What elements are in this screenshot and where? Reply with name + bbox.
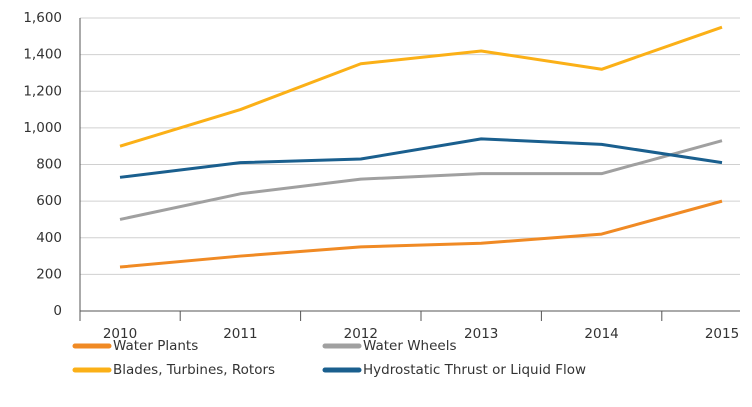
y-tick-label: 200: [36, 266, 62, 282]
series-line: [119, 199, 723, 269]
x-tick-label: 2012: [344, 326, 378, 342]
y-tick-label: 1,000: [23, 120, 62, 136]
y-tick-label: 400: [36, 230, 62, 246]
y-tick-label: 1,600: [23, 10, 62, 26]
legend-label: Blades, Turbines, Rotors: [113, 362, 275, 378]
x-tick-label: 2015: [705, 326, 739, 342]
y-tick-label: 1,200: [23, 83, 62, 99]
legend-label: Hydrostatic Thrust or Liquid Flow: [363, 362, 586, 378]
series-line: [119, 25, 723, 148]
series-line: [119, 139, 723, 221]
x-tick-label: 2010: [103, 326, 137, 342]
legend-label: Water Plants: [113, 338, 198, 354]
y-tick-label: 1,400: [23, 47, 62, 63]
y-tick-label: 600: [36, 193, 62, 209]
y-tick-label: 800: [36, 157, 62, 173]
series-line: [119, 137, 723, 179]
x-tick-label: 2013: [464, 326, 498, 342]
y-tick-label: 0: [53, 303, 62, 319]
legend-label: Water Wheels: [363, 338, 457, 354]
x-tick-label: 2014: [584, 326, 618, 342]
x-tick-label: 2011: [223, 326, 257, 342]
